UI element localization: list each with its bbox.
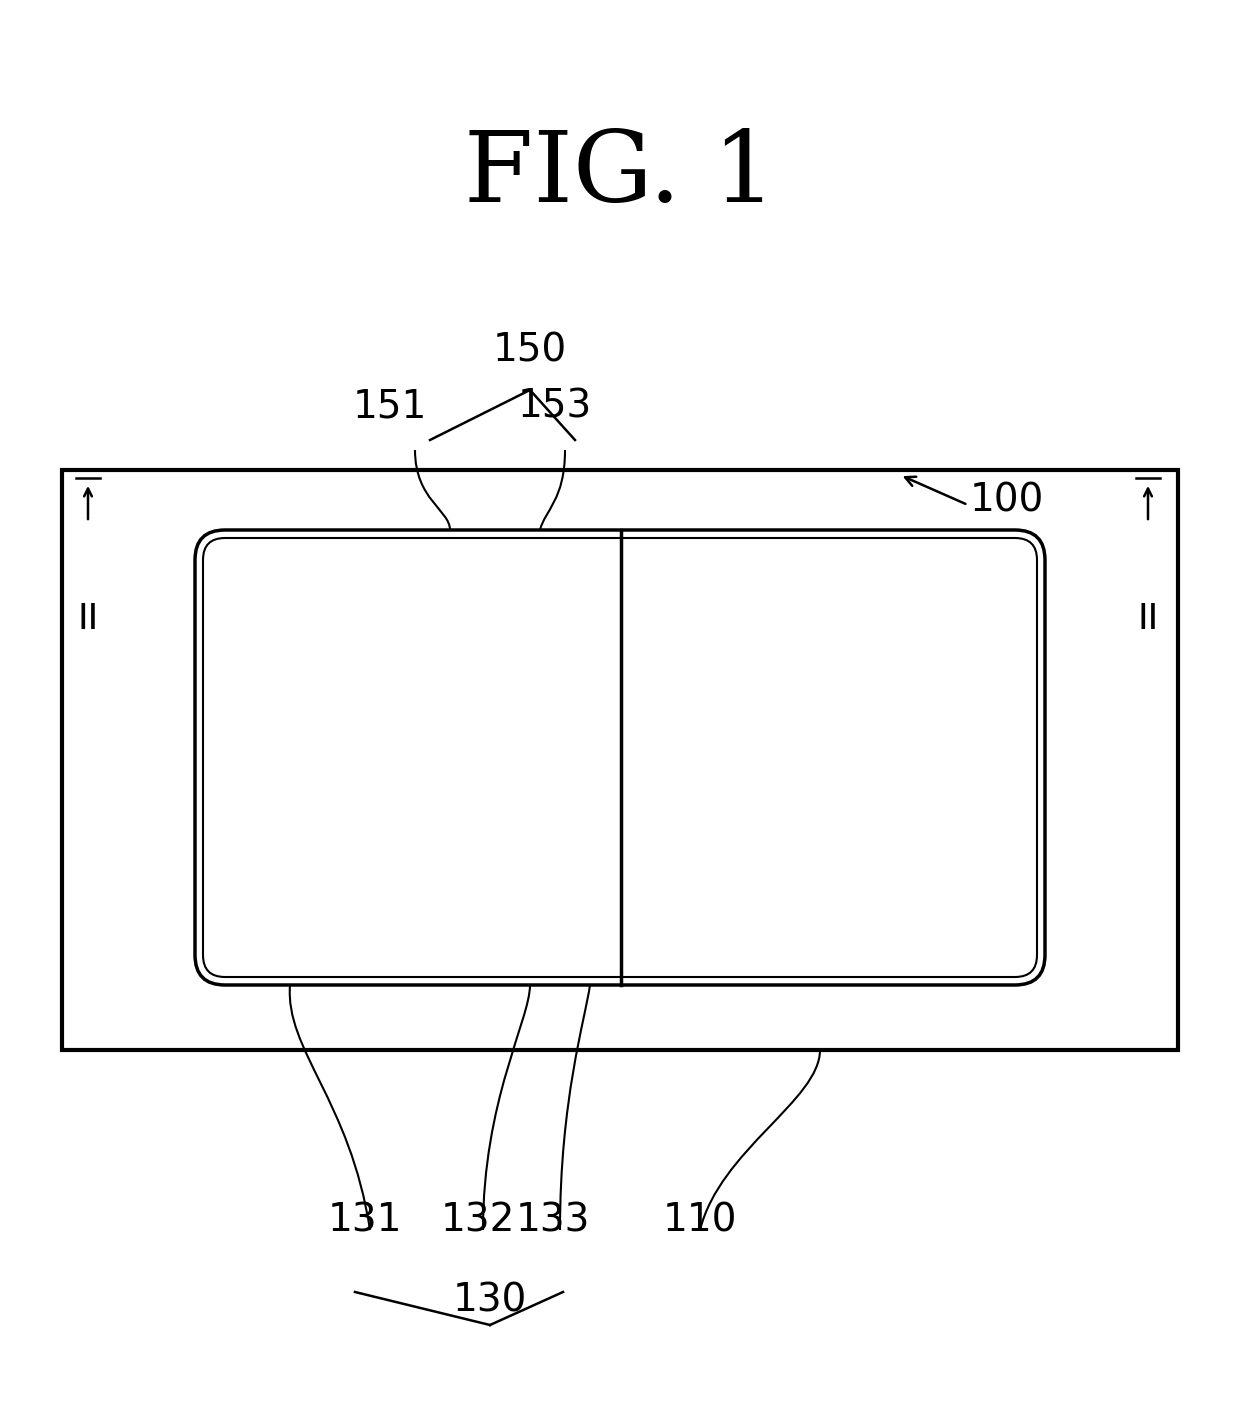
Text: 100: 100 bbox=[970, 480, 1044, 519]
Text: 150: 150 bbox=[492, 333, 567, 369]
Text: II: II bbox=[77, 603, 99, 637]
Text: 151: 151 bbox=[353, 387, 428, 425]
Text: 133: 133 bbox=[516, 1202, 590, 1241]
Text: 130: 130 bbox=[453, 1282, 527, 1320]
Text: 131: 131 bbox=[327, 1202, 402, 1241]
Text: II: II bbox=[1137, 603, 1158, 637]
Text: 153: 153 bbox=[518, 387, 593, 425]
Text: FIG. 1: FIG. 1 bbox=[464, 126, 776, 223]
FancyBboxPatch shape bbox=[195, 530, 1045, 985]
Text: 132: 132 bbox=[440, 1202, 515, 1241]
Text: 110: 110 bbox=[662, 1202, 738, 1241]
Bar bbox=[62, 470, 1178, 1050]
